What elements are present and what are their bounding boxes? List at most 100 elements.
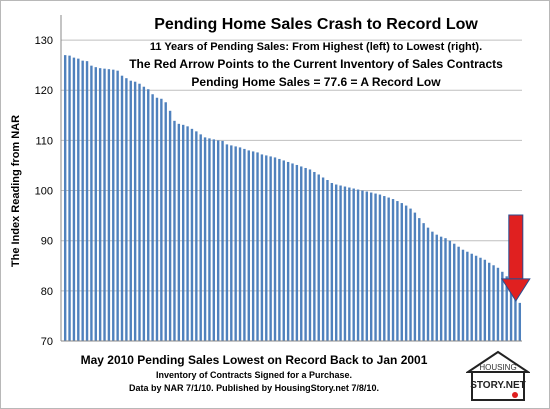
bar xyxy=(361,190,364,341)
bar xyxy=(151,94,154,342)
bar xyxy=(195,131,198,341)
bar xyxy=(94,67,97,341)
bar xyxy=(387,197,390,341)
bar xyxy=(326,180,329,341)
bar xyxy=(208,138,211,341)
bar xyxy=(356,189,360,341)
bar xyxy=(186,126,189,341)
bar xyxy=(509,281,513,341)
bar xyxy=(409,208,412,341)
bar xyxy=(339,185,342,341)
bar xyxy=(129,80,132,341)
bar xyxy=(256,152,259,341)
bar xyxy=(291,163,294,341)
y-tick-label: 100 xyxy=(35,186,53,198)
bar xyxy=(501,271,504,341)
bar xyxy=(418,218,421,341)
bar xyxy=(142,86,146,341)
bar xyxy=(383,196,386,341)
bar xyxy=(77,58,80,341)
bar xyxy=(461,249,465,341)
bar xyxy=(81,60,84,341)
bar xyxy=(212,139,216,341)
bar xyxy=(404,205,408,341)
bar xyxy=(282,160,285,341)
footer-note-1: Inventory of Contracts Signed for a Purc… xyxy=(156,370,352,380)
bar xyxy=(391,199,395,341)
bar xyxy=(286,161,290,341)
bar xyxy=(164,102,167,342)
bar xyxy=(348,187,351,341)
bar xyxy=(317,174,320,341)
logo-text-2: STORY.NET xyxy=(470,380,526,391)
bar xyxy=(72,57,76,341)
arrow-head xyxy=(500,278,531,302)
bar xyxy=(457,246,460,341)
y-tick-labels: 70 80 90 100 110 120 130 xyxy=(35,35,53,348)
housingstory-logo: HOUSING STORY.NET xyxy=(466,350,530,401)
bar xyxy=(396,201,399,341)
bar xyxy=(116,70,119,342)
bar xyxy=(278,158,281,341)
bar xyxy=(435,234,438,341)
bar-series xyxy=(63,55,522,342)
bar xyxy=(374,193,377,341)
bar xyxy=(335,184,338,341)
bar xyxy=(304,167,307,341)
bar xyxy=(251,151,255,341)
bar xyxy=(138,83,141,342)
bar xyxy=(203,137,207,341)
bar xyxy=(133,81,137,341)
bar xyxy=(343,186,347,341)
footer-title: May 2010 Pending Sales Lowest on Record … xyxy=(81,353,428,367)
bar xyxy=(182,124,185,341)
bar xyxy=(168,110,172,341)
bar xyxy=(444,238,447,341)
y-axis-label: The Index Reading from NAR xyxy=(10,115,22,267)
bar xyxy=(422,223,425,341)
bar xyxy=(177,123,181,341)
bar xyxy=(155,97,159,341)
bar xyxy=(448,240,452,341)
bar xyxy=(492,265,495,341)
bar xyxy=(496,267,500,341)
y-tick-label: 80 xyxy=(41,286,53,298)
bar xyxy=(330,183,334,341)
bar xyxy=(90,65,93,341)
bar xyxy=(238,147,242,341)
bar xyxy=(269,156,272,341)
bar xyxy=(453,243,456,341)
bar xyxy=(479,257,482,341)
bar xyxy=(365,191,369,341)
bar xyxy=(505,276,508,341)
bar xyxy=(470,253,473,341)
bar xyxy=(400,203,403,341)
y-tick-label: 90 xyxy=(41,236,53,248)
bar xyxy=(85,61,89,341)
chart-subtitle-line-1: 11 Years of Pending Sales: From Highest … xyxy=(150,41,482,53)
chart-subtitle-line-2: The Red Arrow Points to the Current Inve… xyxy=(129,57,503,71)
bar xyxy=(216,140,220,341)
bar xyxy=(488,262,491,341)
bar xyxy=(439,236,443,341)
bar xyxy=(313,171,316,341)
bar xyxy=(63,55,67,342)
bar xyxy=(483,259,487,341)
bar xyxy=(265,155,268,341)
bar xyxy=(199,134,202,341)
bar xyxy=(518,302,522,341)
bar xyxy=(514,287,517,341)
bar xyxy=(431,231,434,341)
bar xyxy=(160,98,163,341)
bar xyxy=(221,140,224,341)
bar xyxy=(103,68,106,341)
bar xyxy=(173,120,176,341)
bar xyxy=(474,255,478,341)
chart-subtitle-line-3: Pending Home Sales = 77.6 = A Record Low xyxy=(191,75,441,89)
y-tick-label: 110 xyxy=(35,135,53,147)
bar xyxy=(352,188,355,341)
bar xyxy=(147,89,150,341)
bar xyxy=(190,128,194,341)
bar xyxy=(413,212,417,341)
